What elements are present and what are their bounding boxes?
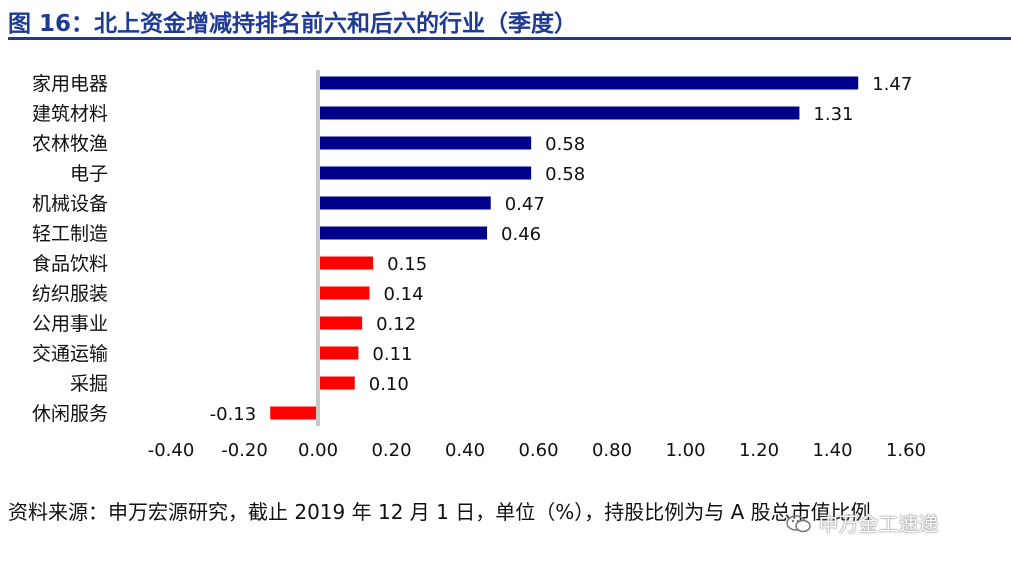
x-tick-label: 1.20 [739,440,779,461]
category-label: 公用事业 [32,313,108,335]
value-label: 0.15 [387,254,427,275]
bars-group [270,76,859,420]
x-tick-label: -0.20 [221,440,268,461]
value-label: 0.12 [376,314,416,335]
category-labels: 家用电器建筑材料农林牧渔电子机械设备轻工制造食品饮料纺织服装公用事业交通运输采掘… [32,73,108,425]
category-label: 采掘 [70,373,108,395]
bar-chart: 家用电器建筑材料农林牧渔电子机械设备轻工制造食品饮料纺织服装公用事业交通运输采掘… [32,70,926,461]
value-labels: 1.471.310.580.580.470.460.150.140.120.11… [210,74,913,425]
bar [318,286,370,300]
category-label: 轻工制造 [32,223,108,245]
bar [318,196,491,210]
bar [318,166,532,180]
bar [318,106,800,120]
value-label: 0.11 [372,344,412,365]
x-tick-label: 1.60 [886,440,926,461]
category-label: 家用电器 [32,73,108,95]
x-tick-label: 1.00 [665,440,705,461]
value-label: 0.10 [369,374,409,395]
watermark-text: 申万金工速递 [818,512,939,536]
bar [318,256,374,270]
category-label: 农林牧渔 [32,133,108,155]
x-tick-label: -0.40 [148,440,195,461]
category-label: 交通运输 [32,343,108,365]
category-label: 纺织服装 [32,283,108,305]
value-label: 0.47 [505,194,545,215]
value-label: 0.46 [501,224,541,245]
bar [318,376,355,390]
category-label: 机械设备 [32,193,108,215]
value-label: 0.14 [383,284,423,305]
bar [270,406,318,420]
value-label: -0.13 [210,404,257,425]
x-tick-label: 0.80 [592,440,632,461]
category-label: 建筑材料 [32,103,108,125]
x-tick-label: 0.20 [371,440,411,461]
source-note: 资料来源：申万宏源研究，截止 2019 年 12 月 1 日，单位（%），持股比… [8,500,871,524]
wechat-icon [786,515,811,533]
watermark: 申万金工速递 [786,508,938,537]
x-tick-label: 0.00 [298,440,338,461]
x-tick-label: 0.60 [518,440,558,461]
bar [318,346,359,360]
category-label: 休闲服务 [32,403,108,425]
x-tick-label: 1.40 [812,440,852,461]
bar [318,226,488,240]
bar [318,316,363,330]
value-label: 1.47 [872,74,912,95]
value-label: 0.58 [545,134,585,155]
value-label: 0.58 [545,164,585,185]
chart-title: 图 16：北上资金增减持排名前六和后六的行业（季度） [8,11,578,37]
category-label: 电子 [70,163,108,185]
bar [318,76,859,90]
x-tick-label: 0.40 [445,440,485,461]
value-label: 1.31 [813,104,853,125]
category-label: 食品饮料 [32,253,108,275]
bar [318,136,532,150]
x-axis-tick-labels: -0.40 -0.20 0.00 0.20 0.40 0.60 0.80 1.00 1.20 1.… [148,440,926,461]
title-underline [8,37,1011,40]
